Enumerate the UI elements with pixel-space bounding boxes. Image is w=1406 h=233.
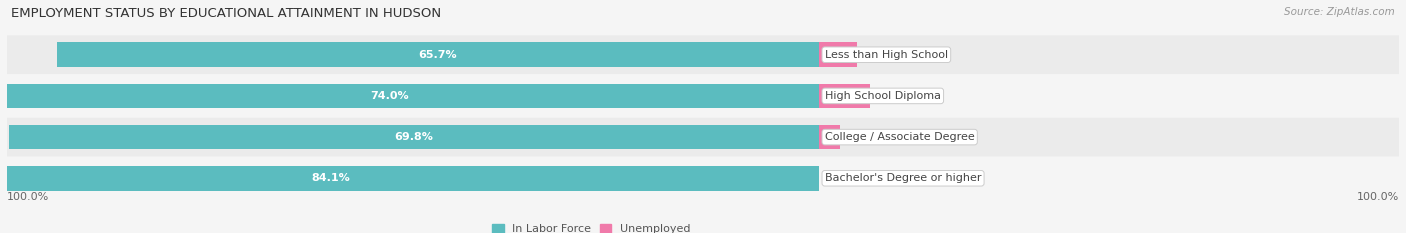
Text: Less than High School: Less than High School xyxy=(825,50,948,60)
Text: 0.0%: 0.0% xyxy=(837,173,865,183)
Legend: In Labor Force, Unemployed: In Labor Force, Unemployed xyxy=(488,219,696,233)
Text: 1.8%: 1.8% xyxy=(858,132,886,142)
Bar xyxy=(0,166,820,191)
Bar xyxy=(56,42,818,67)
Bar xyxy=(820,125,839,149)
Text: 100.0%: 100.0% xyxy=(7,192,49,202)
Text: College / Associate Degree: College / Associate Degree xyxy=(825,132,974,142)
FancyBboxPatch shape xyxy=(7,77,1399,115)
Text: Source: ZipAtlas.com: Source: ZipAtlas.com xyxy=(1284,7,1395,17)
Bar xyxy=(10,125,820,149)
Text: 65.7%: 65.7% xyxy=(419,50,457,60)
Text: 3.3%: 3.3% xyxy=(875,50,903,60)
Text: 100.0%: 100.0% xyxy=(1357,192,1399,202)
Text: EMPLOYMENT STATUS BY EDUCATIONAL ATTAINMENT IN HUDSON: EMPLOYMENT STATUS BY EDUCATIONAL ATTAINM… xyxy=(11,7,441,20)
Text: 74.0%: 74.0% xyxy=(371,91,409,101)
Text: Bachelor's Degree or higher: Bachelor's Degree or higher xyxy=(825,173,981,183)
Bar xyxy=(820,42,858,67)
Bar xyxy=(820,84,870,108)
Bar xyxy=(0,84,818,108)
FancyBboxPatch shape xyxy=(7,159,1399,198)
Text: 69.8%: 69.8% xyxy=(395,132,433,142)
Text: High School Diploma: High School Diploma xyxy=(825,91,941,101)
FancyBboxPatch shape xyxy=(7,35,1399,74)
Text: 4.4%: 4.4% xyxy=(887,91,915,101)
Text: 84.1%: 84.1% xyxy=(312,173,350,183)
FancyBboxPatch shape xyxy=(7,118,1399,156)
